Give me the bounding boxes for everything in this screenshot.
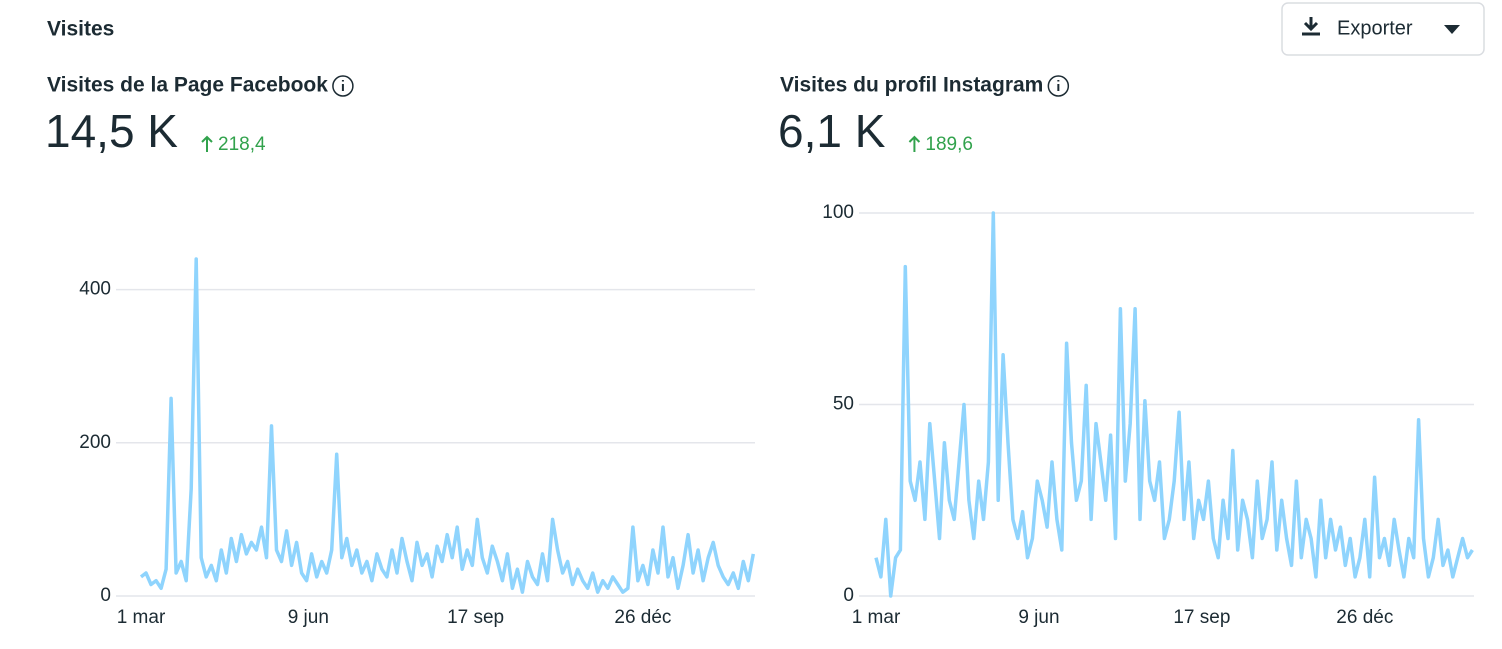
x-tick-label: 9 jun	[288, 607, 329, 628]
up-arrow	[908, 135, 921, 152]
chart-title: Visites du profil Instagram	[780, 74, 1043, 97]
x-tick-label: 1 mar	[117, 607, 166, 628]
download-icon	[1302, 17, 1320, 36]
y-tick-label: 0	[843, 585, 854, 606]
total-value: 6,1 K	[778, 105, 886, 157]
y-tick-label: 400	[79, 279, 111, 300]
export-button[interactable]: Exporter	[1281, 2, 1485, 56]
x-tick-label: 1 mar	[852, 607, 901, 628]
button-frame[interactable]	[1281, 2, 1485, 56]
x-tick-label: 26 déc	[614, 607, 671, 628]
y-tick-label: 200	[79, 432, 111, 453]
y-tick-label: 50	[833, 394, 854, 415]
x-tick-label: 17 sep	[1173, 607, 1230, 628]
data-line	[139, 257, 756, 594]
section-title: Visites	[47, 18, 114, 41]
info-icon	[1047, 75, 1070, 97]
x-tick-label: 26 déc	[1336, 607, 1393, 628]
change-value: 218,4	[218, 134, 266, 155]
x-tick-label: 9 jun	[1018, 607, 1059, 628]
total-value: 14,5 K	[45, 105, 178, 157]
y-tick-label: 100	[822, 202, 854, 223]
y-tick-label: 0	[100, 585, 111, 606]
x-tick-label: 17 sep	[447, 607, 504, 628]
up-arrow	[201, 135, 213, 152]
caret-icon	[1444, 25, 1460, 34]
info-icon	[332, 75, 354, 97]
chart-title: Visites de la Page Facebook	[47, 74, 328, 97]
data-line	[874, 211, 1474, 598]
button-label[interactable]: Exporter	[1337, 17, 1413, 39]
change-value: 189,6	[925, 134, 973, 155]
